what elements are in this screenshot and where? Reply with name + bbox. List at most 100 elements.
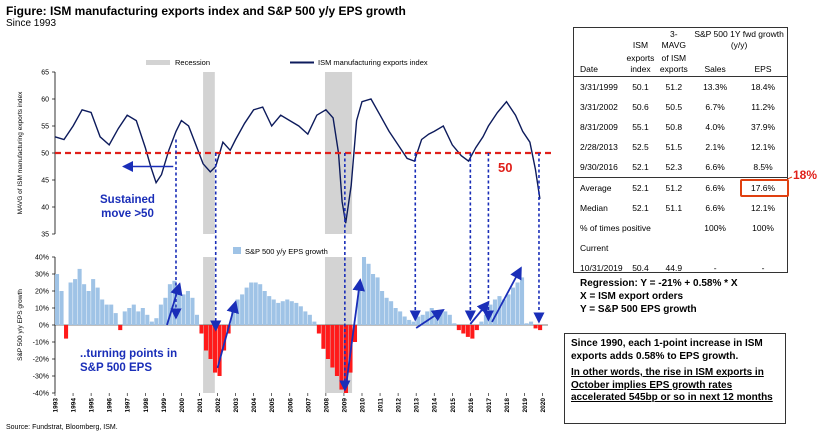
eps-bar [271, 299, 276, 325]
eps-bar [375, 277, 380, 325]
sustained-annotation: Sustained move >50 [100, 193, 155, 221]
eps-bar [533, 325, 538, 329]
highlight-18-label: 18% [793, 168, 818, 182]
eps-bar [190, 297, 195, 325]
eps-bar [510, 287, 516, 325]
eps-bar [461, 325, 466, 334]
stats-table: ISM 3-MAVG S&P 500 1Y fwd growth (y/y) D… [574, 28, 789, 278]
eps-bar [267, 296, 272, 325]
eps-bar [443, 311, 448, 325]
cell-mavg: 52.3 [665, 162, 683, 172]
th-mavg-2: of ISM exports [656, 52, 692, 77]
th-sales: Sales [691, 52, 740, 77]
eps-bar [465, 325, 470, 337]
eps-bar [483, 314, 488, 325]
note-box: Since 1990, each 1-point increase in ISM… [564, 333, 786, 424]
x-tick-label: 2014 [432, 398, 439, 413]
top-y-tick-label: 35 [41, 232, 49, 239]
cell-ism: 55.1 [632, 122, 649, 132]
bottom-y-tick-label: 0% [39, 323, 49, 330]
cell-eps: 11.2% [751, 102, 775, 112]
eps-bar [262, 291, 267, 325]
cell-sales: - [713, 263, 717, 273]
turning-annotation: ..turning points in S&P 500 EPS [80, 347, 177, 375]
eps-bar [492, 299, 497, 325]
x-tick-label: 1998 [143, 398, 150, 413]
top-y-tick-label: 55 [41, 124, 49, 131]
eps-bar [100, 299, 105, 325]
x-tick-label: 2003 [233, 398, 240, 413]
x-tick-label: 2017 [486, 398, 493, 413]
th-spacer [574, 28, 625, 52]
x-tick-label: 1996 [107, 398, 114, 413]
table-row: 8/31/2009 55.1 50.8 4.0% 37.9% [574, 117, 787, 137]
top-y-tick-label: 60 [41, 97, 49, 104]
eps-bar [95, 287, 100, 325]
cell-eps: 8.5% [753, 162, 773, 172]
th-ism-1: ISM [632, 40, 649, 50]
eps-bar [213, 325, 218, 373]
top-y-tick-label: 50 [41, 151, 49, 158]
x-tick-label: 2010 [359, 398, 366, 413]
eps-bar [479, 321, 484, 325]
legend-ism-label: ISM manufacturing exports index [318, 58, 428, 67]
cell-date: Average [574, 177, 625, 198]
sustained-line1: Sustained [100, 194, 155, 206]
eps-bar [276, 302, 281, 325]
average-row: Average 52.1 51.2 6.6% 17.6% [574, 177, 789, 198]
eps-bar [452, 323, 457, 325]
x-tick-label: 1999 [161, 398, 168, 413]
th-date: Date [574, 52, 625, 77]
top-y-tick-label: 45 [41, 178, 49, 185]
note-paragraph-1: Since 1990, each 1-point increase in ISM… [571, 338, 763, 362]
eps-bar [411, 321, 416, 325]
eps-bar [149, 321, 154, 325]
x-tick-label: 2004 [251, 398, 258, 413]
regression-line2: X = ISM export orders [580, 291, 684, 302]
eps-bar [217, 325, 222, 376]
cell-mavg: 50.5 [665, 102, 683, 112]
eps-bar [398, 311, 403, 325]
eps-bar [361, 257, 367, 325]
cell-sales: 6.6% [705, 203, 725, 213]
bottom-y-tick-label: 40% [35, 255, 49, 262]
cell-sales: 13.3% [703, 82, 728, 92]
eps-bar [307, 314, 312, 325]
th-group: S&P 500 1Y fwd growth (y/y) [694, 29, 784, 50]
current-label-row: Current [574, 238, 787, 258]
eps-bar [131, 304, 136, 325]
cell-eps: 100% [752, 223, 774, 233]
eps-bar [258, 284, 263, 325]
cell-sales: 2.1% [705, 142, 725, 152]
eps-bar [59, 291, 64, 325]
turning-line2: S&P 500 EPS [80, 362, 153, 374]
cell-date: 3/31/1999 [580, 82, 618, 92]
eps-bar [325, 325, 330, 359]
current-row: 10/31/2019 50.4 44.9 - - [574, 258, 787, 278]
eps-bar [357, 291, 362, 325]
cell-mavg: 51.2 [656, 177, 692, 198]
eps-bar [77, 268, 82, 325]
x-tick-label: 2011 [378, 398, 385, 412]
eps-bar [447, 314, 452, 325]
cell-ism: 52.5 [632, 142, 649, 152]
x-tick-label: 2013 [414, 398, 421, 413]
th-ism-2b: index [630, 64, 651, 74]
eps-bar [167, 284, 172, 325]
eps-bar [402, 316, 407, 325]
eps-bar [474, 325, 479, 331]
eps-bar [438, 313, 443, 325]
diagonal-arrow [344, 278, 366, 389]
x-tick-label: 2007 [305, 398, 312, 413]
eps-bar [154, 318, 159, 325]
eps-bar [524, 323, 529, 325]
x-tick-label: 2000 [179, 398, 186, 413]
legend-recession-swatch [146, 60, 170, 65]
legend-eps-label: S&P 500 y/y EPS growth [245, 247, 328, 256]
eps-bar [140, 308, 145, 325]
figure-subtitle: Since 1993 [6, 18, 57, 29]
note-paragraph-2: In other words, the rise in ISM exports … [571, 367, 773, 403]
cell-eps-highlight: 17.6% [739, 177, 789, 198]
eps-bar [425, 311, 430, 325]
eps-bar [235, 299, 240, 325]
